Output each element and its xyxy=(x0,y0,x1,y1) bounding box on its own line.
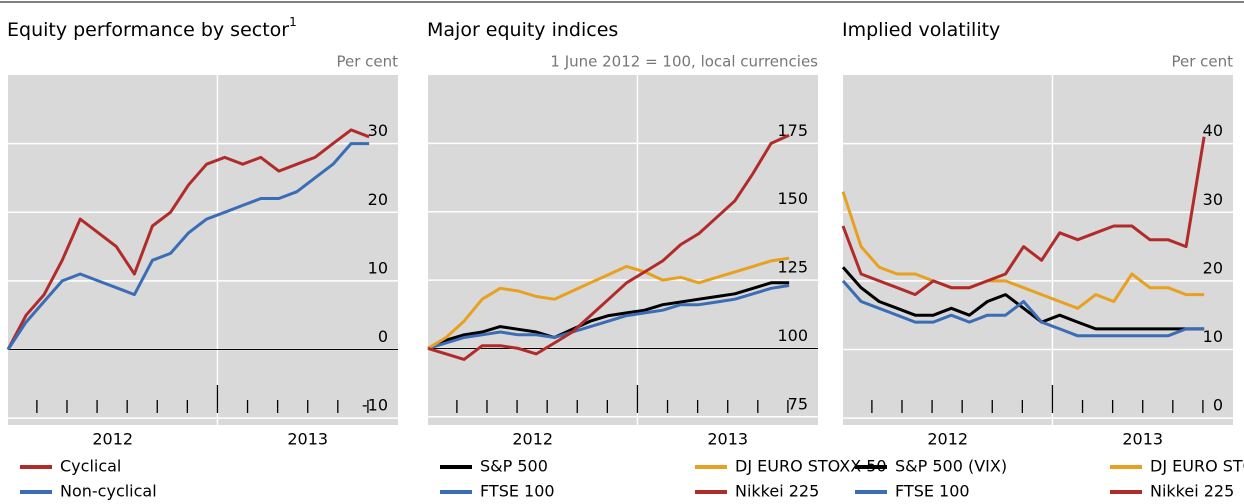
series-line xyxy=(427,133,790,361)
legend-label: Cyclical xyxy=(60,457,121,476)
y-tick-label: 10 xyxy=(368,258,388,277)
plot-area xyxy=(843,75,1233,425)
legend-label: FTSE 100 xyxy=(480,482,555,501)
legend-label: DJ EURO STOXX 50 xyxy=(735,457,887,476)
series-line xyxy=(6,128,370,351)
panel-subtitle: Per cent xyxy=(1171,53,1233,71)
panel-title: Major equity indices xyxy=(427,19,618,41)
x-tick-label: 2012 xyxy=(92,430,133,449)
title-text: Implied volatility xyxy=(842,19,1000,41)
y-tick-label: 150 xyxy=(777,189,808,208)
x-tick-label: 2013 xyxy=(287,430,328,449)
series-line xyxy=(427,256,790,350)
plot-area xyxy=(428,75,818,425)
y-tick-label: 125 xyxy=(777,258,808,277)
y-tick-label: 75 xyxy=(788,394,808,413)
y-tick-label: 20 xyxy=(368,190,388,209)
series-line xyxy=(6,142,370,351)
series-line xyxy=(841,136,1206,297)
y-tick-label: -10 xyxy=(362,396,388,415)
series-line xyxy=(841,279,1205,338)
legend-label: Nikkei 225 xyxy=(1150,482,1234,501)
legend-label: DJ EURO STOXX 50 xyxy=(1150,457,1244,476)
y-tick-label: 0 xyxy=(1213,396,1223,415)
y-tick-label: 10 xyxy=(1203,327,1223,346)
y-tick-label: 0 xyxy=(378,327,388,346)
panel-title: Implied volatility xyxy=(842,19,1000,41)
y-tick-label: 175 xyxy=(777,121,808,140)
x-tick-label: 2013 xyxy=(1122,430,1163,449)
series-line xyxy=(427,284,790,350)
y-tick-label: 30 xyxy=(1203,190,1223,209)
title-text: Equity performance by sector xyxy=(7,19,289,41)
series-line xyxy=(427,281,790,350)
legend-label: S&P 500 (VIX) xyxy=(895,457,1007,476)
title-superscript: 1 xyxy=(289,15,297,29)
plot-area xyxy=(8,75,398,425)
series-line xyxy=(841,266,1205,331)
panel-subtitle: 1 June 2012 = 100, local currencies xyxy=(550,53,818,71)
panel-subtitle: Per cent xyxy=(336,53,398,71)
y-tick-label: 100 xyxy=(777,326,808,345)
y-tick-label: 30 xyxy=(368,121,388,140)
legend-label: Non-cyclical xyxy=(60,482,157,501)
title-text: Major equity indices xyxy=(427,19,618,41)
y-tick-label: 20 xyxy=(1203,258,1223,277)
x-tick-label: 2012 xyxy=(512,430,553,449)
x-tick-label: 2012 xyxy=(927,430,968,449)
series-line xyxy=(841,191,1205,310)
legend-label: Nikkei 225 xyxy=(735,482,819,501)
legend-label: S&P 500 xyxy=(480,457,548,476)
y-tick-label: 40 xyxy=(1203,121,1223,140)
panel-title: Equity performance by sector1 xyxy=(7,15,297,41)
x-tick-label: 2013 xyxy=(707,430,748,449)
legend-label: FTSE 100 xyxy=(895,482,970,501)
